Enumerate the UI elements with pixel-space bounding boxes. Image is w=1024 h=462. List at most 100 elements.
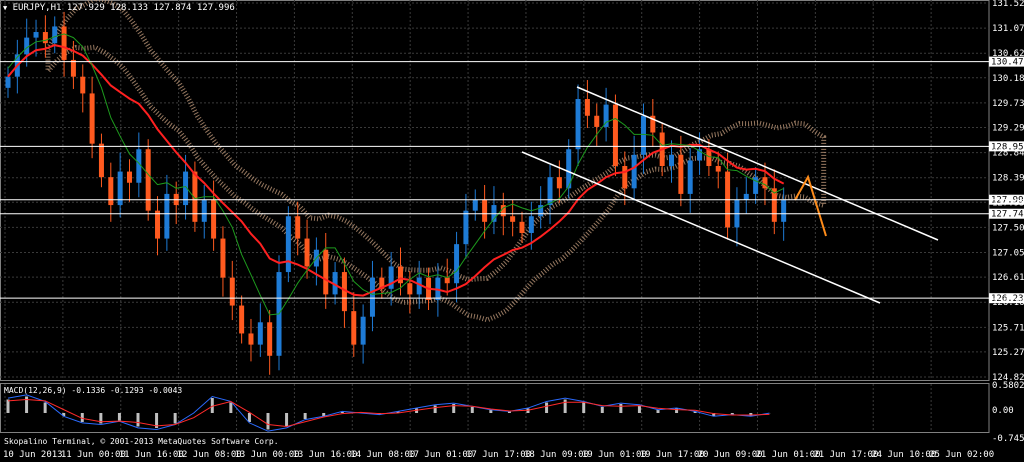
candle-body[interactable]: [267, 322, 273, 356]
candle-body[interactable]: [640, 115, 646, 155]
time-tick-label: 10 Jun 2013: [3, 450, 63, 460]
candle-body[interactable]: [117, 171, 123, 206]
candle-body[interactable]: [388, 266, 394, 289]
candle-body[interactable]: [669, 154, 675, 166]
candle-body[interactable]: [781, 199, 787, 222]
moving-average-red: [7, 44, 785, 297]
forecast-arrow[interactable]: [794, 174, 827, 237]
candle-body[interactable]: [538, 205, 544, 217]
candle-body[interactable]: [556, 177, 562, 189]
candle-body[interactable]: [519, 221, 525, 233]
price-tick-label: 128.390: [992, 174, 1024, 184]
candle-body[interactable]: [369, 277, 375, 317]
candle-body[interactable]: [687, 160, 693, 194]
candle-body[interactable]: [351, 311, 357, 345]
candle-body[interactable]: [5, 76, 11, 88]
candle-body[interactable]: [33, 32, 39, 38]
candle-body[interactable]: [584, 99, 590, 116]
candle-body[interactable]: [211, 199, 217, 239]
price-tick-label: 125.710: [992, 323, 1024, 333]
channel-upper-line[interactable]: [576, 86, 939, 241]
candle-body[interactable]: [510, 216, 516, 222]
menu-dropdown-icon[interactable]: ▼: [3, 4, 8, 12]
candle-body[interactable]: [398, 266, 403, 284]
candle-body[interactable]: [201, 199, 207, 222]
candle-body[interactable]: [416, 277, 422, 295]
candle-body[interactable]: [706, 149, 712, 166]
candle-body[interactable]: [360, 316, 366, 345]
candle-body[interactable]: [61, 26, 67, 60]
candle-body[interactable]: [603, 104, 609, 127]
candle-body[interactable]: [547, 177, 553, 206]
candle-body[interactable]: [622, 165, 628, 189]
price-tick-label: 124.820: [992, 373, 1024, 383]
candle-body[interactable]: [52, 26, 58, 44]
price-tick-label: 129.730: [992, 99, 1024, 109]
candle-body[interactable]: [239, 305, 245, 334]
candle-body[interactable]: [183, 171, 189, 206]
candle-body[interactable]: [612, 104, 618, 166]
candle-body[interactable]: [407, 283, 413, 295]
candle-body[interactable]: [566, 149, 572, 189]
candle-body[interactable]: [341, 272, 347, 312]
candle-body[interactable]: [463, 210, 469, 245]
time-tick-label: 17 Jun 17:00: [466, 450, 531, 460]
candle-body[interactable]: [108, 177, 114, 206]
candle-body[interactable]: [229, 277, 235, 306]
candle-body[interactable]: [285, 216, 291, 273]
time-tick-label: 21 Jun 01:00: [755, 450, 820, 460]
price-tick-label: 126.160: [992, 298, 1024, 308]
price-level-label: 127.996: [991, 196, 1024, 206]
candle-body[interactable]: [753, 177, 759, 194]
candle-body[interactable]: [500, 205, 506, 217]
candle-body[interactable]: [126, 171, 132, 183]
candle-body[interactable]: [332, 272, 338, 295]
candle-body[interactable]: [295, 216, 301, 239]
candle-body[interactable]: [678, 154, 684, 194]
candle-body[interactable]: [70, 59, 76, 77]
candle-body[interactable]: [248, 333, 254, 345]
candle-body[interactable]: [472, 199, 478, 211]
candle-body[interactable]: [323, 249, 329, 295]
candle-body[interactable]: [650, 115, 656, 133]
candle-body[interactable]: [136, 149, 142, 183]
price-tick-label: 129.290: [992, 123, 1024, 133]
macd-tick-label: 0.5802: [992, 381, 1024, 391]
time-tick-label: 11 Jun 00:00: [61, 450, 126, 460]
candle-body[interactable]: [257, 322, 263, 345]
candle-body[interactable]: [98, 143, 104, 178]
candle-body[interactable]: [697, 149, 703, 161]
candle-body[interactable]: [145, 149, 151, 211]
candle-body[interactable]: [762, 177, 768, 189]
candle-body[interactable]: [594, 115, 600, 127]
candles[interactable]: [5, 11, 787, 375]
time-tick-label: 13 Jun 16:00: [292, 450, 357, 460]
price-level-tag: [989, 208, 1024, 219]
candle-body[interactable]: [528, 216, 534, 233]
candle-body[interactable]: [164, 193, 170, 239]
candle-body[interactable]: [454, 244, 460, 284]
candle-body[interactable]: [89, 93, 95, 144]
candle-body[interactable]: [80, 76, 86, 94]
candle-body[interactable]: [220, 238, 226, 278]
candle-body[interactable]: [743, 193, 749, 200]
candle-body[interactable]: [715, 165, 721, 172]
candle-body[interactable]: [575, 99, 581, 150]
candle-body[interactable]: [192, 171, 198, 222]
candle-body[interactable]: [24, 37, 30, 55]
candle-body[interactable]: [482, 199, 488, 222]
time-tick-label: 25 Jun 02:00: [929, 450, 994, 460]
candle-body[interactable]: [444, 277, 450, 284]
candle-body[interactable]: [155, 210, 161, 239]
channel-lower-line[interactable]: [521, 151, 881, 304]
candle-body[interactable]: [379, 277, 385, 289]
candle-body[interactable]: [771, 188, 777, 222]
price-tick-label: 130.180: [992, 74, 1024, 84]
candle-body[interactable]: [631, 154, 637, 189]
candle-body[interactable]: [42, 32, 48, 44]
candle-body[interactable]: [304, 238, 310, 267]
horizontal-levels[interactable]: [0, 61, 989, 299]
macd-panel[interactable]: [6, 394, 771, 432]
